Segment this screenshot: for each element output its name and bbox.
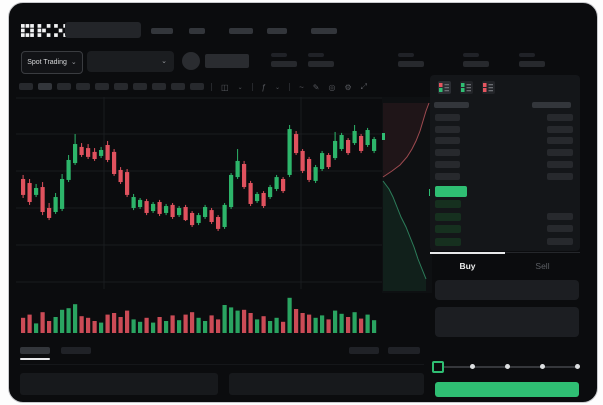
ask-price-placeholder[interactable] bbox=[435, 172, 460, 180]
amount-input[interactable] bbox=[435, 307, 579, 337]
ask-amount-placeholder bbox=[547, 114, 573, 121]
bid-price-placeholder[interactable] bbox=[435, 212, 461, 221]
stat-value-placeholder bbox=[398, 61, 424, 67]
ask-amount-placeholder bbox=[547, 137, 573, 145]
fullscreen-icon[interactable]: ⤢ bbox=[360, 82, 368, 91]
coin-icon bbox=[182, 52, 200, 70]
bid-price-placeholder[interactable] bbox=[435, 238, 461, 247]
ask-amount-placeholder bbox=[547, 149, 573, 157]
chevron-down-icon: ⌄ bbox=[275, 84, 281, 91]
bid-amount-placeholder bbox=[547, 212, 573, 220]
slider-step-dot[interactable] bbox=[470, 364, 475, 369]
stat-label-placeholder bbox=[519, 53, 535, 57]
divider bbox=[20, 364, 424, 365]
stat-label-placeholder bbox=[463, 53, 479, 57]
bid-amount-placeholder bbox=[547, 225, 573, 233]
stat-label-placeholder bbox=[398, 53, 414, 57]
chevron-down-icon: ⌄ bbox=[161, 58, 167, 65]
buy-submit-button[interactable] bbox=[435, 382, 579, 397]
market-type-dropdown[interactable]: Spot Trading ⌄ bbox=[21, 51, 83, 74]
nav-item[interactable] bbox=[311, 28, 337, 34]
timeframe-button[interactable] bbox=[152, 83, 166, 90]
ask-price-placeholder[interactable] bbox=[435, 137, 460, 145]
divider bbox=[251, 83, 253, 91]
book-view-both-icon bbox=[439, 83, 449, 92]
book-view-bids-icon bbox=[461, 83, 471, 92]
divider bbox=[211, 83, 212, 91]
okx-logo bbox=[21, 24, 67, 37]
orderbook-price-header bbox=[434, 102, 469, 108]
timeframe-button[interactable] bbox=[38, 83, 52, 90]
bid-amount-placeholder bbox=[547, 238, 573, 246]
nav-item[interactable] bbox=[229, 28, 253, 34]
ask-amount-placeholder bbox=[547, 160, 573, 168]
stat-value-placeholder bbox=[519, 61, 545, 67]
bottom-tab-history[interactable] bbox=[61, 347, 91, 354]
slider-step-dot[interactable] bbox=[540, 364, 545, 369]
app-window: Spot Trading ⌄ ⌄ ◫ ⌄ ƒ ⌄ ~ ✎ ◎ ⚙ ⤢ Buy Sell bbox=[8, 2, 598, 403]
timeframe-button[interactable] bbox=[133, 83, 147, 90]
pair-name-placeholder bbox=[205, 54, 249, 68]
trade-tabs: Buy Sell bbox=[430, 252, 580, 275]
open-orders-placeholder bbox=[20, 373, 218, 395]
chevron-down-icon: ⌄ bbox=[237, 84, 243, 91]
chart-style-icon[interactable]: ◫ bbox=[221, 82, 229, 92]
divider bbox=[289, 83, 291, 91]
depth-chart[interactable] bbox=[382, 97, 432, 293]
timeframe-button[interactable] bbox=[57, 83, 71, 90]
ask-amount-placeholder bbox=[547, 172, 573, 180]
screenshot-icon[interactable]: ◎ bbox=[328, 82, 336, 92]
stat-value-placeholder bbox=[308, 61, 334, 67]
nav-item[interactable] bbox=[267, 28, 287, 34]
nav-item[interactable] bbox=[151, 28, 173, 34]
chevron-down-icon: ⌄ bbox=[70, 59, 77, 66]
book-view-asks-icon bbox=[483, 83, 493, 92]
bottom-tab-orders[interactable] bbox=[20, 347, 50, 354]
timeframe-button[interactable] bbox=[95, 83, 109, 90]
timeframe-button[interactable] bbox=[19, 83, 33, 90]
ask-price-placeholder[interactable] bbox=[435, 149, 460, 157]
ask-price-placeholder[interactable] bbox=[435, 114, 460, 121]
slider-handle[interactable] bbox=[432, 361, 444, 373]
slider-step-dot[interactable] bbox=[505, 364, 510, 369]
nav-item[interactable] bbox=[189, 28, 205, 34]
bottom-active-tab-underline bbox=[20, 358, 50, 360]
stat-value-placeholder bbox=[271, 61, 297, 67]
active-tab-indicator bbox=[430, 252, 505, 254]
ask-amount-placeholder bbox=[547, 125, 573, 133]
bottom-action-button-2[interactable] bbox=[388, 347, 420, 354]
bid-price-placeholder[interactable] bbox=[435, 200, 461, 208]
last-price-badge[interactable] bbox=[435, 186, 467, 197]
settings-icon[interactable]: ⚙ bbox=[344, 82, 352, 92]
chart-tools: ◫ ⌄ ƒ ⌄ ~ ✎ ◎ ⚙ ⤢ bbox=[211, 80, 367, 94]
slider-step-dot[interactable] bbox=[575, 364, 580, 369]
stat-label-placeholder bbox=[271, 53, 287, 57]
timeframe-button[interactable] bbox=[190, 83, 204, 90]
candlestick-chart[interactable] bbox=[16, 97, 382, 341]
timeframe-button[interactable] bbox=[114, 83, 128, 90]
price-input[interactable] bbox=[435, 280, 579, 300]
pair-selector-dropdown[interactable]: ⌄ bbox=[87, 51, 174, 72]
order-history-placeholder bbox=[229, 373, 424, 395]
stat-value-placeholder bbox=[463, 61, 489, 67]
search-input[interactable] bbox=[65, 22, 141, 38]
book-view-asks[interactable] bbox=[482, 81, 495, 94]
timeframe-button[interactable] bbox=[76, 83, 90, 90]
bottom-action-button-1[interactable] bbox=[349, 347, 379, 354]
market-type-label: Spot Trading bbox=[27, 59, 67, 66]
book-view-both[interactable] bbox=[438, 81, 451, 94]
book-view-bids[interactable] bbox=[460, 81, 473, 94]
indicators-icon[interactable]: ƒ bbox=[261, 82, 267, 92]
stat-label-placeholder bbox=[308, 53, 324, 57]
bid-price-placeholder[interactable] bbox=[435, 225, 461, 234]
overlay-line-icon[interactable]: ~ bbox=[299, 82, 304, 92]
timeframe-button[interactable] bbox=[171, 83, 185, 90]
orderbook-amount-header bbox=[532, 102, 571, 108]
tab-sell[interactable]: Sell bbox=[535, 261, 550, 271]
ask-price-placeholder[interactable] bbox=[435, 160, 460, 168]
draw-icon[interactable]: ✎ bbox=[312, 82, 320, 92]
ask-price-placeholder[interactable] bbox=[435, 125, 460, 133]
tab-buy[interactable]: Buy bbox=[459, 261, 476, 271]
